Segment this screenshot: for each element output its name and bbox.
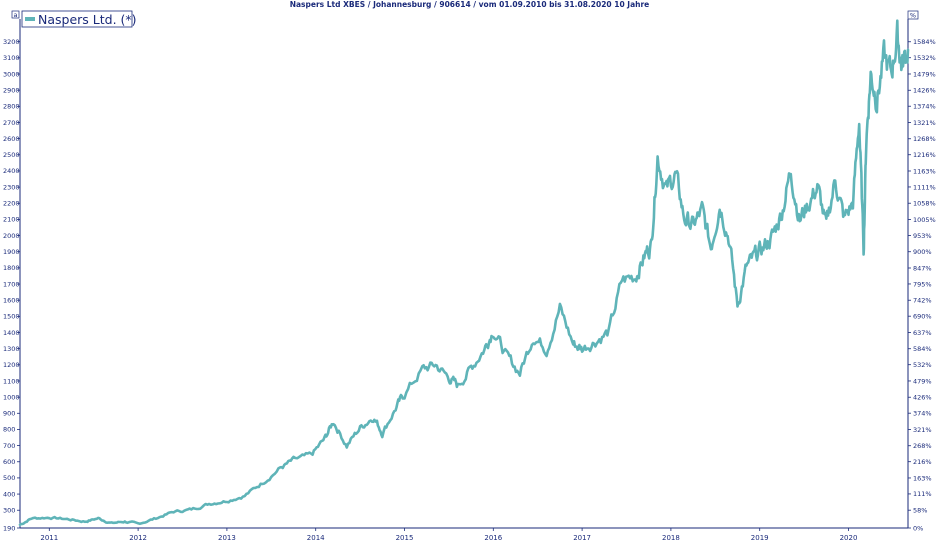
y-tick-label: 2200 (3, 200, 20, 208)
y2-tick-label: 321% (913, 426, 932, 434)
legend-box (21, 10, 133, 28)
right-axis-unit-label: % (910, 12, 916, 20)
y2-tick-label: 742% (913, 297, 932, 305)
left-axis-tab[interactable] (11, 10, 20, 19)
y-tick-label: 1300 (3, 345, 20, 353)
x-tick-label: 2016 (484, 534, 502, 542)
y-tick-label: 700 (3, 442, 15, 450)
y2-tick-label: 1111% (913, 183, 936, 191)
legend-swatch (25, 17, 35, 21)
y-tick-label: 2700 (3, 119, 20, 127)
x-tick-label: 2014 (307, 534, 325, 542)
y2-tick-label: 0% (913, 524, 923, 532)
right-axis-unit-tab[interactable] (907, 10, 919, 20)
y2-tick-label: 1584% (913, 38, 936, 46)
y2-tick-label: 584% (913, 345, 932, 353)
legend: Naspers Ltd. (*) (21, 10, 137, 28)
series-line-naspers (18, 19, 910, 527)
y2-tick-label: 1216% (913, 151, 936, 159)
y2-tick-label: 847% (913, 264, 932, 272)
y-tick-label: 600 (3, 458, 15, 466)
y-tick-label: 3200 (3, 38, 20, 46)
y2-tick-label: 1426% (913, 87, 936, 95)
y-tick-label: 3100 (3, 54, 20, 62)
y2-tick-label: 1479% (913, 70, 936, 78)
y-tick-label: 3000 (3, 70, 20, 78)
y2-axis-ticks: 0% 58% 111% 163% 216% 268% 321% 374% 426% 479% 532… (908, 38, 936, 532)
y-tick-label: 1600 (3, 296, 20, 304)
y2-tick-label: 795% (913, 280, 932, 288)
x-tick-label: 2018 (662, 534, 680, 542)
x-tick-label: 2013 (218, 534, 236, 542)
x-tick-label: 2015 (396, 534, 414, 542)
left-axis-tab-label: a (14, 11, 18, 19)
y-tick-label: 2000 (3, 232, 20, 240)
y-tick-label: 800 (3, 426, 15, 434)
y-tick-label: 2800 (3, 103, 20, 111)
y-tick-label: 900 (3, 410, 15, 418)
y2-tick-label: 900% (913, 248, 932, 256)
y-tick-label: 1100 (3, 377, 20, 385)
y-tick-label: 2100 (3, 216, 20, 224)
y2-tick-label: 1268% (913, 135, 936, 143)
y2-tick-label: 1005% (913, 216, 936, 224)
y-tick-label: 1900 (3, 248, 20, 256)
y2-tick-label: 637% (913, 329, 932, 337)
y-tick-label: 400 (3, 490, 15, 498)
x-tick-label: 2020 (840, 534, 858, 542)
y-tick-label: 1400 (3, 329, 20, 337)
y-tick-label: 500 (3, 474, 15, 482)
y2-tick-label: 58% (913, 506, 927, 514)
y2-tick-label: 1058% (913, 200, 936, 208)
y2-tick-label: 374% (913, 409, 932, 417)
y-tick-label: 1800 (3, 264, 20, 272)
x-axis-ticks: 2011 2012 2013 2014 2015 2016 2017 2018 2019 2020 (40, 528, 857, 542)
y2-tick-label: 1321% (913, 119, 936, 127)
chart-title: Naspers Ltd XBES / Johannesburg / 906614… (290, 0, 650, 9)
x-tick-label: 2012 (129, 534, 147, 542)
y-tick-label: 1700 (3, 280, 20, 288)
y-tick-label: 2900 (3, 86, 20, 94)
y-tick-label: 190 (3, 524, 15, 532)
y-tick-label: 2300 (3, 183, 20, 191)
y2-tick-label: 111% (913, 490, 932, 498)
y-tick-label: 300 (3, 507, 15, 515)
x-tick-label: 2017 (573, 534, 591, 542)
x-tick-label: 2019 (751, 534, 769, 542)
y2-tick-label: 1374% (913, 103, 936, 111)
y-tick-label: 2500 (3, 151, 20, 159)
y2-tick-label: 216% (913, 458, 932, 466)
legend-label: Naspers Ltd. (*) (38, 12, 137, 27)
y2-tick-label: 479% (913, 377, 932, 385)
y-tick-label: 1000 (3, 393, 20, 401)
y2-tick-label: 1163% (913, 167, 936, 175)
y2-tick-label: 532% (913, 361, 932, 369)
y2-tick-label: 268% (913, 442, 932, 450)
x-tick-label: 2011 (40, 534, 58, 542)
y2-tick-label: 1532% (913, 54, 936, 62)
y2-tick-label: 953% (913, 232, 932, 240)
y2-tick-label: 426% (913, 394, 932, 402)
y-tick-label: 1200 (3, 361, 20, 369)
y2-tick-label: 163% (913, 474, 932, 482)
y2-tick-label: 690% (913, 312, 932, 320)
y-tick-label: 2600 (3, 135, 20, 143)
y-tick-label: 1500 (3, 313, 20, 321)
y-tick-label: 2400 (3, 167, 20, 175)
y-axis-ticks: 190 300 400 500 600 700 800 900 1000 1100 1200 1300… (3, 38, 20, 532)
